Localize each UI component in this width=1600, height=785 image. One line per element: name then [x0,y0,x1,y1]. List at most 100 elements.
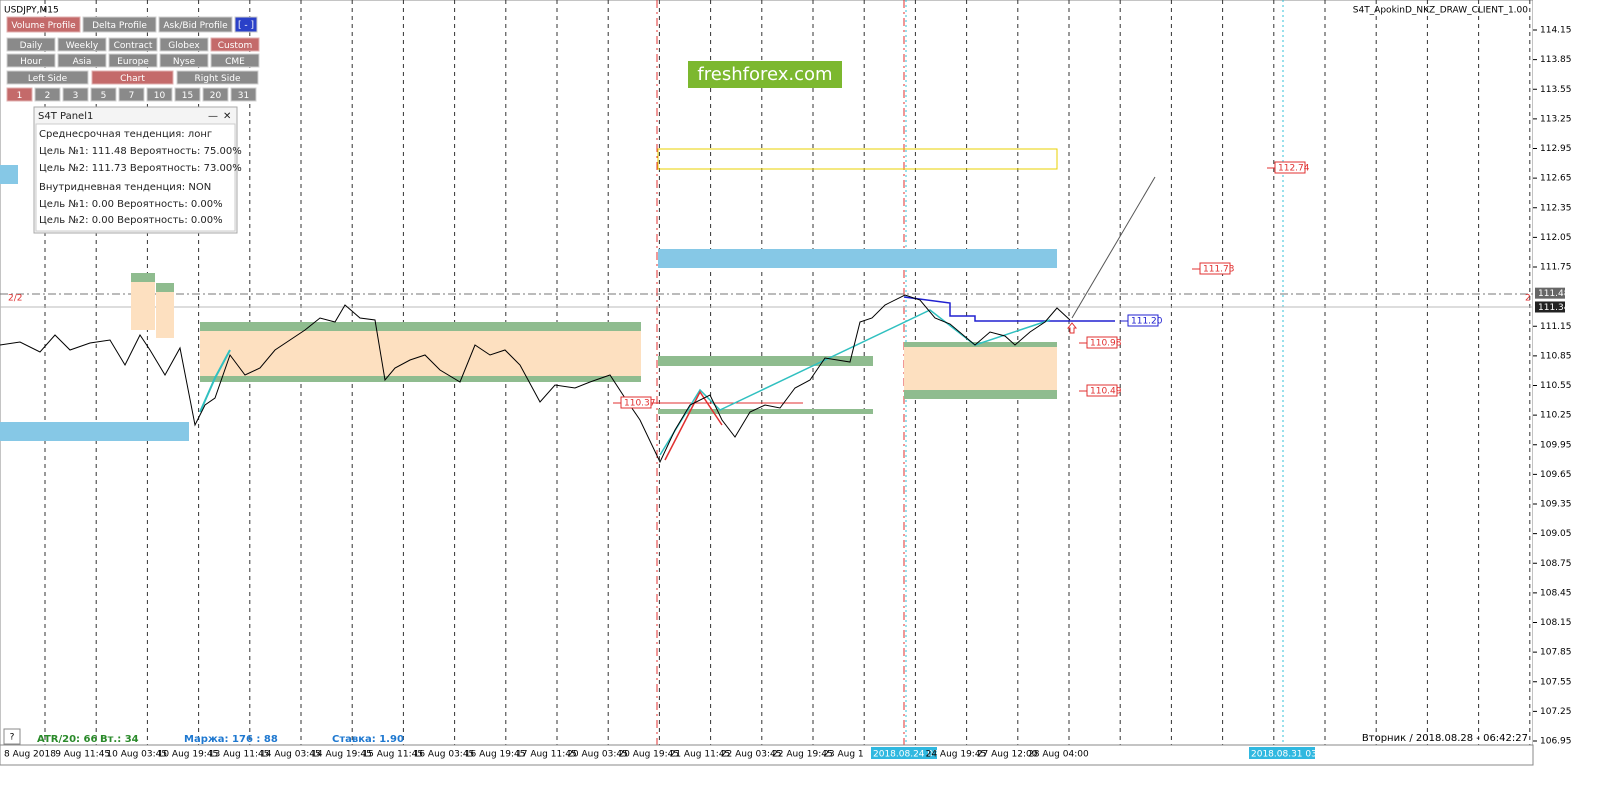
button-label[interactable]: Left Side [28,74,68,84]
price-label: 110.85 [1540,351,1572,361]
time-label: 22 Aug 19:45 [772,750,833,760]
button[interactable] [34,87,61,102]
button[interactable] [159,37,209,52]
button-label[interactable]: CME [225,57,245,67]
button-label[interactable]: 2 [45,91,51,101]
button-label[interactable]: Daily [20,41,43,51]
button-label[interactable]: 1 [17,91,23,101]
help-button[interactable] [3,728,21,745]
button-label[interactable]: 7 [129,91,135,101]
price-series [0,294,1071,464]
button-label[interactable]: Chart [120,74,145,84]
current-price: 111.34 [1538,303,1570,313]
price-label: 109.35 [1540,500,1572,510]
time-label: 24 Aug 19:45 [926,750,987,760]
button-label[interactable]: 5 [101,91,107,101]
time-label: 2018.08.24 07:15 [873,750,953,760]
time-label: 10 Aug 19:45 [158,750,219,760]
button[interactable] [82,16,157,33]
button-label[interactable]: Globex [168,41,200,51]
button[interactable] [57,37,107,52]
time-label: 15 Aug 11:45 [362,750,423,760]
button[interactable] [6,70,89,85]
button[interactable] [118,87,145,102]
panel-minimize[interactable]: — [208,111,218,122]
button-label[interactable]: Europe [117,57,149,67]
time-label: 13 Aug 11:45 [209,750,270,760]
price-label: 107.85 [1540,648,1572,658]
button[interactable] [57,53,107,68]
help[interactable]: ? [10,733,15,743]
time-highlight [871,747,937,759]
button-label[interactable]: Asia [73,57,92,67]
button[interactable] [108,53,158,68]
price-label: 108.45 [1540,588,1572,598]
time-label: 20 Aug 19:45 [618,750,679,760]
button[interactable] [174,87,201,102]
price-label: 112.35 [1540,203,1572,213]
button-label[interactable]: [ - ] [238,21,254,31]
button[interactable] [230,87,257,102]
button[interactable] [159,53,209,68]
button-label[interactable]: Ask/Bid Profile [163,21,228,31]
time-label: 8 Aug 2018 [4,750,56,760]
panel-line: Цель №1: 111.48 Вероятность: 75.00% [39,146,242,157]
panel-line: Внутридневная тенденция: NON [39,182,211,193]
button-label[interactable]: Custom [218,41,252,51]
button[interactable] [108,37,158,52]
level-label: 112.74 [1278,164,1310,174]
price-label: 114.15 [1540,26,1572,36]
time-label: 14 Aug 19:45 [311,750,372,760]
button-label[interactable]: 20 [210,91,222,101]
margin: Маржа: 176 : 88 [184,734,278,745]
panel-line: Цель №2: 111.73 Вероятность: 73.00% [39,163,242,174]
price-label: 110.25 [1540,411,1572,421]
price-label: 107.55 [1540,677,1572,687]
button[interactable] [234,16,258,33]
price-label: 112.95 [1540,144,1572,154]
button[interactable] [146,87,173,102]
marker-left: 2/2 [8,294,22,304]
time-label: 2018.08.31 03:15 [1251,750,1331,760]
indicator: S4T_ApokinD_NKZ_DRAW_CLIENT_1.00 [1353,6,1529,16]
button[interactable] [210,37,260,52]
button[interactable] [6,16,81,33]
button[interactable] [6,53,56,68]
price-label: 113.25 [1540,114,1572,124]
button-label[interactable]: 31 [238,91,249,101]
level-label: 111.20 [1131,317,1163,327]
button-label[interactable]: 3 [73,91,79,101]
button[interactable] [6,37,56,52]
time-highlight [1249,747,1315,759]
panel-body [35,123,236,232]
button[interactable] [91,70,174,85]
watermark: freshforex.com [697,64,832,85]
button-label[interactable]: Nyse [173,57,196,67]
button-label[interactable]: Hour [20,57,42,67]
button[interactable] [90,87,117,102]
button-label[interactable]: Delta Profile [92,21,147,31]
button-label[interactable]: Volume Profile [11,21,76,31]
button[interactable] [202,87,229,102]
button-label[interactable]: Weekly [66,41,99,51]
button[interactable] [210,53,260,68]
time-label: 9 Aug 11:45 [55,750,110,760]
panel-close[interactable]: ✕ [223,111,231,122]
button-label[interactable]: 10 [154,91,166,101]
button[interactable] [158,16,233,33]
panel-title: S4T Panel1 [38,111,93,122]
zones [0,148,1115,461]
button-label[interactable]: 15 [182,91,193,101]
button-label[interactable]: Contract [114,41,153,51]
button-label[interactable]: Right Side [194,74,240,84]
button[interactable] [176,70,259,85]
time-label: 21 Aug 11:45 [670,750,731,760]
price-label: 108.15 [1540,618,1572,628]
button[interactable] [6,87,33,102]
panel-line: Цель №1: 0.00 Вероятность: 0.00% [39,199,223,210]
time-label: 14 Aug 03:45 [260,750,321,760]
arrow [1066,322,1078,334]
button[interactable] [62,87,89,102]
rate: Ставка: 1.90 [332,734,404,745]
